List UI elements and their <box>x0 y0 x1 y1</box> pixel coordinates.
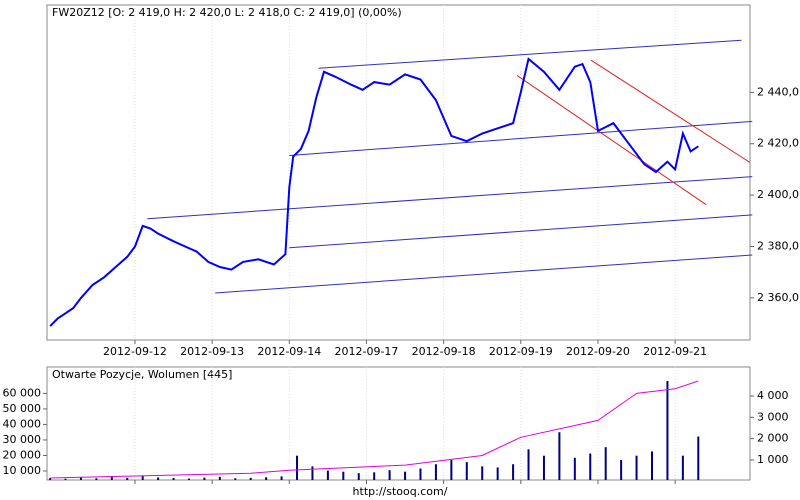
panel-title: FW20Z12 [O: 2 419,0 H: 2 420,0 L: 2 418,… <box>52 6 402 19</box>
x-tick-label: 2012-09-21 <box>643 345 707 358</box>
volume-bar <box>126 477 129 480</box>
volume-bar <box>49 478 52 480</box>
y2-tick-label: 4 000 <box>757 389 789 402</box>
volume-bar <box>249 477 252 480</box>
volume-bar <box>234 478 237 480</box>
volume-bar <box>265 477 268 480</box>
trend-line <box>147 176 753 220</box>
volume-bar <box>110 477 113 480</box>
trend-line <box>590 59 751 163</box>
trend-line <box>516 74 707 206</box>
volume-bar <box>604 447 607 480</box>
volume-bar <box>481 466 484 480</box>
y-tick-label: 40 000 <box>3 417 42 430</box>
volume-bar <box>434 464 437 480</box>
volume-bar <box>496 467 499 480</box>
volume-bar <box>650 451 653 480</box>
volume-bar <box>296 455 299 480</box>
x-tick-label: 2012-09-14 <box>257 345 321 358</box>
y-tick-label: 30 000 <box>3 433 42 446</box>
y2-tick-label: 1 000 <box>757 453 789 466</box>
plot-frame <box>46 4 751 341</box>
volume-bar <box>373 472 376 480</box>
volume-bar <box>187 478 190 480</box>
volume-bar <box>527 449 530 480</box>
volume-bar <box>450 459 453 480</box>
y-tick-label: 2 420,0 <box>757 137 799 150</box>
y-tick-label: 2 440,0 <box>757 85 799 98</box>
volume-bar <box>558 432 561 480</box>
x-tick-label: 2012-09-17 <box>335 345 399 358</box>
x-tick-label: 2012-09-13 <box>180 345 244 358</box>
trend-line <box>215 254 753 294</box>
y-tick-label: 10 000 <box>3 464 42 477</box>
trend-line <box>318 39 742 69</box>
y-tick-label: 20 000 <box>3 448 42 461</box>
x-tick-label: 2012-09-19 <box>489 345 553 358</box>
x-tick-label: 2012-09-12 <box>103 345 167 358</box>
y-tick-label: 2 400,0 <box>757 188 799 201</box>
volume-bar <box>589 453 592 480</box>
plot-frame <box>46 366 751 481</box>
footer: http://stooq.com/ <box>353 485 448 498</box>
y-tick-label: 2 360,0 <box>757 291 799 304</box>
volume-bar <box>342 471 345 480</box>
volume-bar <box>404 471 407 480</box>
volume-bar <box>666 381 669 480</box>
volume-bar <box>218 476 221 480</box>
volume-bar <box>141 475 144 480</box>
volume-bar <box>95 478 98 480</box>
y-tick-label: 60 000 <box>3 386 42 399</box>
y2-tick-label: 3 000 <box>757 410 789 423</box>
volume-bar <box>697 436 700 480</box>
volume-bar <box>357 473 360 480</box>
trend-line <box>289 120 753 156</box>
volume-bar <box>280 476 283 480</box>
volume-bar <box>64 478 67 480</box>
volume-bar <box>542 455 545 480</box>
volume-bar <box>573 457 576 480</box>
volume-bar <box>172 478 175 480</box>
x-tick-label: 2012-09-20 <box>566 345 630 358</box>
volume-bar <box>635 455 638 480</box>
volume-bar <box>388 470 391 480</box>
volume-bar <box>620 459 623 480</box>
y-tick-label: 2 380,0 <box>757 239 799 252</box>
volume-bar <box>681 455 684 480</box>
volume-bar <box>326 470 329 480</box>
volume-bar <box>465 462 468 480</box>
y-tick-label: 50 000 <box>3 402 42 415</box>
volume-bar <box>203 477 206 480</box>
price-line <box>49 57 699 327</box>
volume-bar <box>79 477 82 480</box>
volume-bar <box>157 477 160 480</box>
x-tick-label: 2012-09-18 <box>412 345 476 358</box>
panel-title: Otwarte Pozycje, Wolumen [445] <box>52 368 232 381</box>
volume-bar <box>311 466 314 480</box>
trend-line <box>289 214 753 249</box>
y2-tick-label: 2 000 <box>757 432 789 445</box>
volume-bar <box>512 464 515 480</box>
volume-bar <box>419 468 422 480</box>
open-interest-line <box>50 380 699 479</box>
